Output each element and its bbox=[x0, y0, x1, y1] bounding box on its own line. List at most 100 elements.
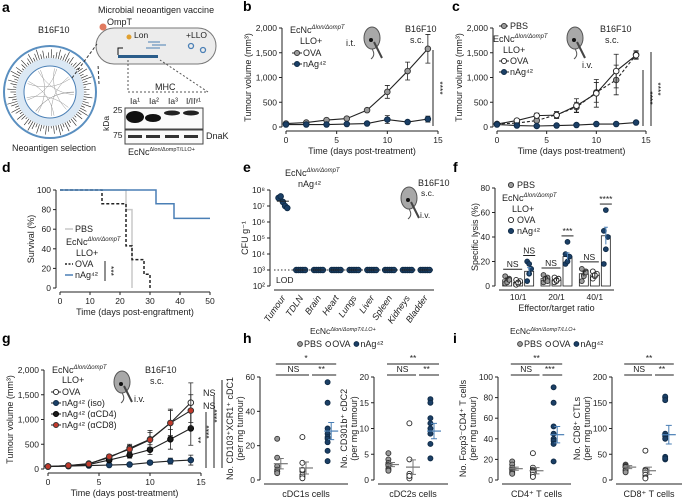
strain-genotype: Δlon/ΔompT/LLO+ bbox=[329, 327, 376, 333]
marker-25: 25 bbox=[113, 105, 123, 115]
x-axis-label: Time (days post-treatment) bbox=[518, 146, 626, 156]
circos-spike bbox=[10, 70, 21, 77]
ompt-protein-icon bbox=[99, 23, 107, 31]
route-label: i.t. bbox=[346, 38, 356, 48]
panel-c: c 0 500 1,000 1,500 2,000 0 5 10 15 Time (days pos… bbox=[452, 0, 663, 156]
y-axis-label: (per mg tumour) bbox=[349, 396, 359, 461]
data-point bbox=[427, 455, 434, 462]
data-point bbox=[602, 246, 609, 253]
tumour-icon bbox=[119, 382, 123, 386]
mouse-icon bbox=[566, 26, 584, 50]
circos-spike bbox=[83, 98, 87, 101]
data-point bbox=[578, 278, 585, 284]
circos-spike bbox=[79, 107, 87, 112]
marker-75: 75 bbox=[113, 130, 123, 140]
data-point bbox=[507, 181, 515, 189]
circos-spike bbox=[16, 71, 22, 75]
circos-spike bbox=[81, 76, 92, 81]
data-point bbox=[324, 425, 331, 432]
strain-label: EcNcΔlon/ΔompT bbox=[66, 237, 122, 247]
data-point bbox=[324, 399, 331, 406]
legend-label: PBS bbox=[517, 180, 535, 190]
panel-letter-b: b bbox=[243, 0, 252, 14]
circos-link bbox=[38, 70, 74, 96]
sem-bar bbox=[533, 467, 540, 475]
lane-label: I/IIᵞ¹ bbox=[186, 96, 201, 106]
data-point bbox=[52, 399, 60, 407]
y-tick-label: 0 bbox=[250, 475, 255, 485]
blot-band bbox=[126, 111, 144, 123]
panel-f: f 0 20 40 60 80 Effector/target ratio Specific … bbox=[453, 159, 614, 313]
circos-spike bbox=[33, 57, 36, 62]
y-tick-label: 1,500 bbox=[18, 390, 40, 400]
x-axis-label: Time (days post-engraftment) bbox=[76, 307, 194, 317]
x-tick-label: 0 bbox=[46, 477, 51, 487]
panel-letter-c: c bbox=[452, 0, 460, 14]
significance-label: NS bbox=[583, 252, 595, 262]
y-tick-label: 40 bbox=[42, 244, 52, 254]
significance-label: **** bbox=[435, 81, 445, 95]
data-point bbox=[507, 216, 515, 224]
blot-band bbox=[183, 110, 199, 116]
tumour-model-label: B16F10 bbox=[405, 24, 437, 34]
data-point bbox=[323, 121, 330, 128]
panel-d: d 0 20 40 60 80 100 0 10 20 30 40 50 Time (days post-… bbox=[2, 159, 215, 317]
x-tick-label: 10 bbox=[592, 135, 602, 145]
circos-spike bbox=[28, 120, 32, 125]
circos-outer-ring bbox=[3, 45, 97, 139]
x-tick-label: 10 bbox=[383, 135, 393, 145]
panel-letter-f: f bbox=[453, 159, 458, 175]
circos-spike bbox=[15, 105, 20, 108]
circos-spike bbox=[77, 68, 83, 73]
site-label: s.c. bbox=[605, 35, 619, 45]
strain-label: EcNcΔlon/ΔompT bbox=[52, 365, 108, 375]
significance-label: *** bbox=[106, 266, 116, 277]
data-point bbox=[545, 341, 552, 347]
legend-label: OVA bbox=[517, 215, 535, 225]
circos-link bbox=[28, 81, 55, 116]
data-point bbox=[146, 459, 154, 466]
data-point bbox=[507, 227, 515, 235]
data-point bbox=[593, 90, 600, 97]
y-tick-label: 1,500 bbox=[256, 48, 278, 58]
blot-band bbox=[184, 135, 198, 138]
legend-item: OVA bbox=[499, 56, 528, 66]
series-line bbox=[286, 118, 428, 126]
site-label: s.c. bbox=[410, 35, 424, 45]
legend-item: PBS bbox=[507, 180, 535, 190]
legend-label: OVA bbox=[75, 259, 93, 269]
circos-spike bbox=[64, 51, 70, 62]
circos-spike bbox=[23, 118, 30, 126]
circos-spike bbox=[68, 120, 72, 124]
significance-label: * bbox=[304, 353, 308, 363]
sem-bar bbox=[389, 461, 395, 468]
series-cd8 bbox=[44, 394, 195, 470]
category-label: 20/1 bbox=[548, 292, 565, 302]
strain-label: EcNcΔlon/ΔompT/LLO+ bbox=[510, 326, 577, 336]
x-axis-label: cDC2s cells bbox=[389, 489, 437, 498]
significance-label: **** bbox=[599, 194, 613, 204]
y-tick-label: 1,000 bbox=[18, 415, 40, 425]
data-point bbox=[343, 120, 351, 128]
y-axis-label: No. CD301b⁺ cDC2 bbox=[339, 389, 349, 468]
significance-label: NS bbox=[633, 364, 645, 374]
blot-band bbox=[128, 135, 142, 138]
llo-label: LLO+ bbox=[503, 45, 525, 55]
data-point bbox=[277, 193, 284, 200]
data-point bbox=[662, 397, 669, 404]
survival-curve bbox=[60, 189, 210, 220]
y-tick-label: 80 bbox=[42, 205, 52, 215]
circos-spike bbox=[70, 63, 73, 66]
circos-spike bbox=[74, 62, 81, 69]
y-tick-label: 2,000 bbox=[256, 23, 278, 33]
sem-bar bbox=[410, 459, 416, 475]
comparison-label: NS bbox=[203, 388, 216, 398]
error-bar bbox=[527, 267, 532, 275]
data-point bbox=[427, 441, 434, 447]
error-bar bbox=[592, 272, 597, 277]
circos-spike bbox=[35, 123, 38, 128]
panel-e: e 10² 10³ 10⁴ 10⁵ 10⁶ 10⁷ 10⁸ CFU g⁻¹ LOD TumourTD… bbox=[240, 159, 449, 325]
x-tick-label: 15 bbox=[196, 477, 206, 487]
data-point bbox=[612, 67, 620, 75]
